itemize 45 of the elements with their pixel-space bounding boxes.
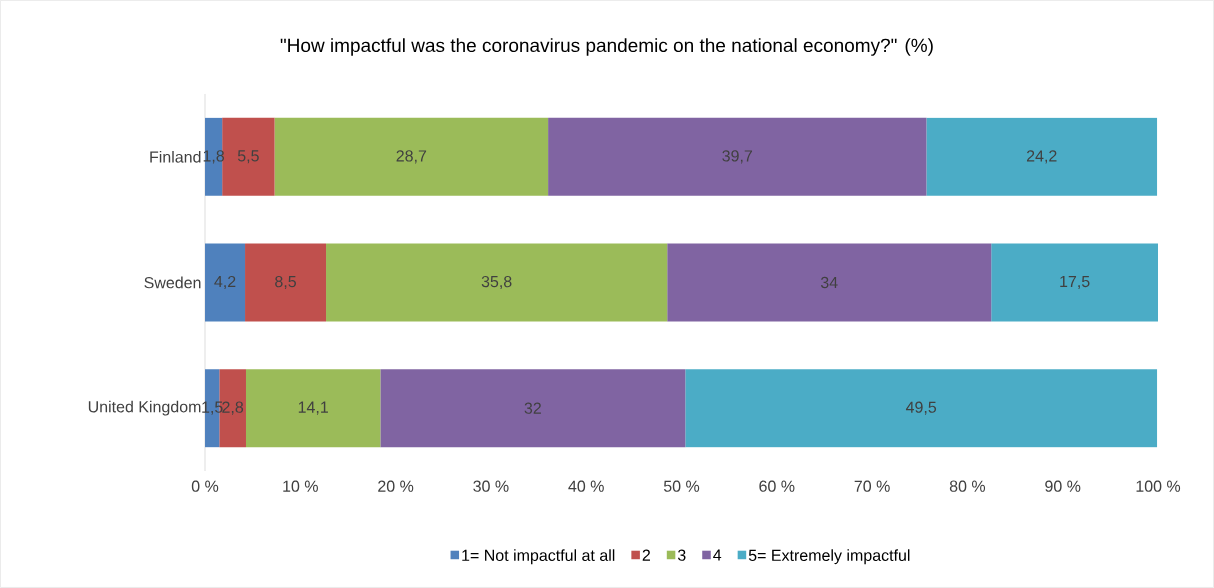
legend-label: 2	[642, 549, 650, 561]
bar	[991, 243, 1158, 322]
y-tick-label: United Kingdom	[88, 400, 201, 416]
bar	[222, 117, 275, 196]
x-tick-label: 60 %	[759, 480, 795, 492]
bar	[380, 369, 686, 448]
data-label: 28,7	[396, 150, 427, 164]
legend-label: 1= Not impactful at all	[462, 549, 615, 565]
data-label: 8,5	[275, 275, 296, 290]
legend-label: 3	[677, 549, 686, 561]
bar	[326, 243, 668, 322]
data-label: 17,5	[1060, 275, 1090, 290]
data-label: 4,2	[214, 275, 236, 290]
bar	[667, 243, 992, 322]
bar	[205, 243, 246, 322]
x-tick-label: 30 %	[473, 480, 509, 492]
y-tick-label: Finland	[150, 150, 201, 163]
data-label: 35,8	[481, 275, 512, 290]
bar	[245, 243, 327, 322]
x-tick-label: 50 %	[663, 480, 700, 492]
x-tick-label: 40 %	[568, 480, 604, 492]
x-tick-label: 20 %	[378, 480, 414, 492]
bar	[685, 369, 1158, 448]
x-tick-label: 90 %	[1045, 480, 1081, 492]
data-label: 39,7	[722, 150, 753, 164]
bar	[548, 117, 927, 196]
chart-title: "How impactful was the coronavirus pandemic on the national economy?" (%)	[280, 38, 933, 56]
y-tick-label: Sweden	[144, 276, 201, 289]
x-tick-label: 70 %	[854, 480, 890, 492]
bar	[926, 117, 1158, 196]
data-label: 2,8	[222, 401, 244, 415]
data-label: 34	[820, 276, 838, 289]
bar	[274, 117, 549, 196]
legend-label: 4	[713, 549, 722, 561]
data-label: 14,1	[298, 401, 328, 415]
x-tick-label: 10 %	[283, 480, 318, 492]
legend-label: 5= Extremely impactful	[748, 549, 910, 565]
x-tick-label: 80 %	[949, 480, 986, 492]
x-tick-label: 0 %	[191, 480, 219, 492]
bar	[245, 369, 381, 448]
data-label: 49,5	[905, 401, 937, 415]
x-tick-label: 100 %	[1136, 480, 1181, 492]
data-label: 32	[524, 402, 541, 414]
data-label: 24,2	[1026, 150, 1057, 164]
data-label: 5,5	[237, 150, 259, 164]
